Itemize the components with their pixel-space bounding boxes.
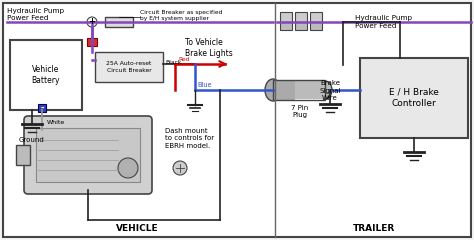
Bar (273, 80, 325, 100)
Text: +: + (89, 18, 95, 26)
Text: Red: Red (178, 57, 190, 62)
Bar (310, 12, 322, 22)
Bar (87, 38, 97, 46)
Text: -: - (40, 103, 44, 113)
Text: Circuit Breaker as specified
by E/H system supplier: Circuit Breaker as specified by E/H syst… (140, 10, 222, 21)
Text: Ground: Ground (19, 137, 45, 143)
Text: Black: Black (165, 60, 182, 65)
Bar (36, 128, 140, 182)
Text: White: White (47, 120, 65, 126)
Bar (295, 81, 325, 99)
Text: 25A Auto-reset
Circuit Breaker: 25A Auto-reset Circuit Breaker (106, 61, 152, 72)
Circle shape (87, 17, 97, 27)
Bar (10, 40, 82, 110)
Bar (310, 22, 322, 30)
Bar (280, 12, 292, 22)
Text: Dash mount
to controls for
EBRH model.: Dash mount to controls for EBRH model. (165, 128, 214, 149)
Text: 7 Pin
Plug: 7 Pin Plug (292, 105, 309, 118)
Text: E / H Brake
Controller: E / H Brake Controller (389, 88, 439, 108)
Text: Vehicle
Battery: Vehicle Battery (32, 65, 60, 85)
Text: Hydraulic Pump
Power Feed: Hydraulic Pump Power Feed (355, 15, 412, 29)
Bar (105, 17, 133, 27)
Bar (95, 52, 163, 82)
Text: VEHICLE: VEHICLE (116, 224, 159, 233)
Bar (295, 22, 307, 30)
Text: Brake
Signal
Wire: Brake Signal Wire (319, 80, 341, 101)
Bar (273, 80, 295, 100)
FancyBboxPatch shape (24, 116, 152, 194)
Bar (16, 145, 30, 165)
Ellipse shape (265, 79, 281, 101)
Text: Blue: Blue (197, 82, 211, 88)
Ellipse shape (318, 81, 332, 99)
Bar (295, 12, 307, 22)
Bar (280, 22, 292, 30)
Circle shape (118, 158, 138, 178)
Text: To Vehicle
Brake Lights: To Vehicle Brake Lights (185, 38, 233, 58)
Text: Hydraulic Pump
Power Feed: Hydraulic Pump Power Feed (7, 8, 64, 22)
Bar (360, 58, 468, 138)
Circle shape (173, 161, 187, 175)
Text: TRAILER: TRAILER (354, 224, 396, 233)
Bar (38, 104, 46, 112)
